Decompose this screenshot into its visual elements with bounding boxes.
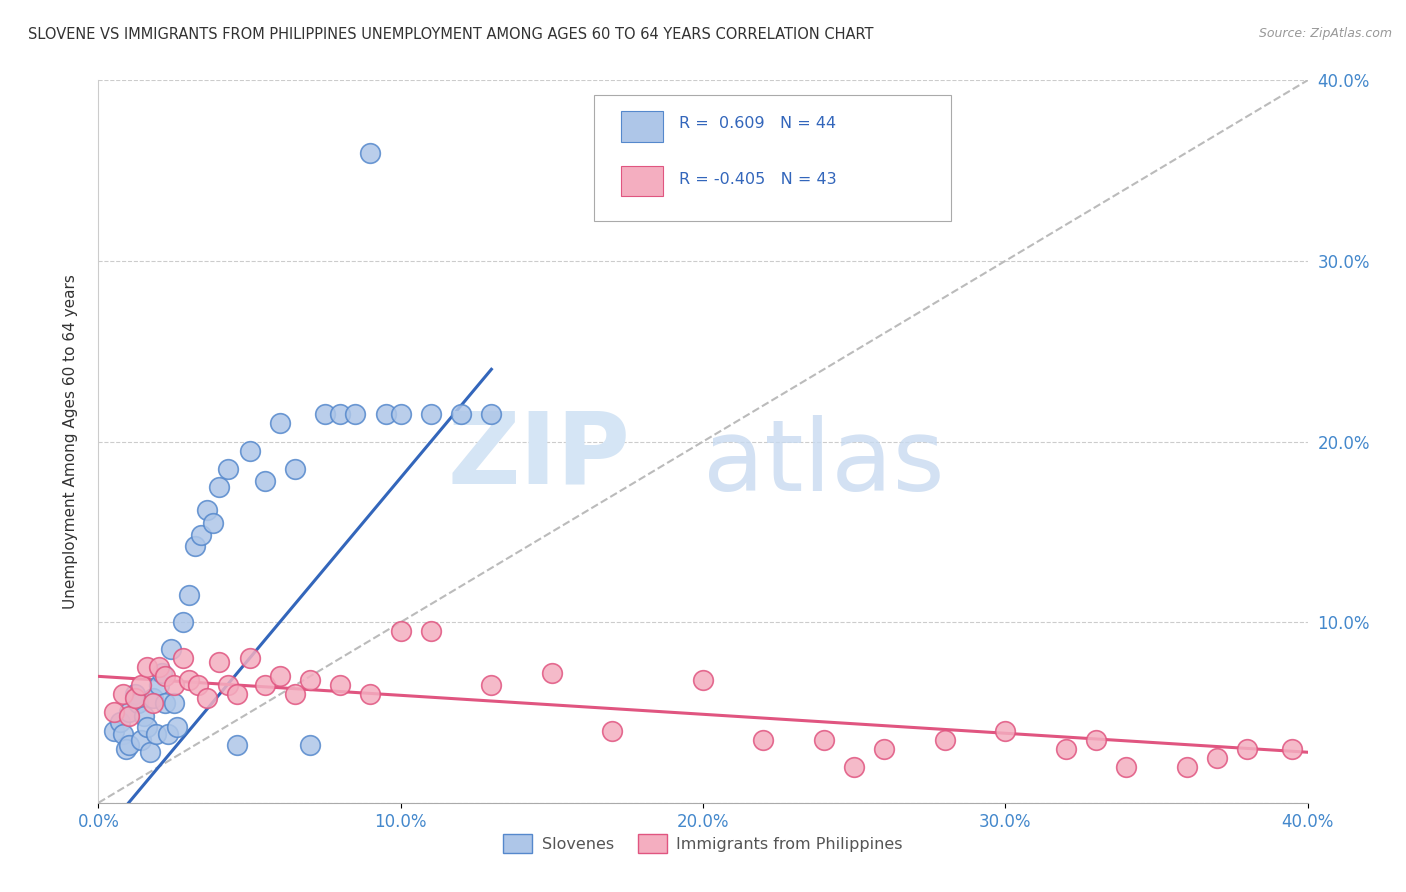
Point (253, 475, 276, 489)
Point (103, 723, 125, 738)
Point (108, 714, 131, 729)
Point (481, 408, 503, 422)
Point (299, 673, 322, 687)
Point (1115, 760, 1137, 774)
Point (145, 727, 167, 741)
Point (148, 678, 170, 692)
Legend: Slovenes, Immigrants from Philippines: Slovenes, Immigrants from Philippines (496, 828, 910, 860)
Point (103, 706, 125, 720)
Point (226, 687, 249, 701)
Point (934, 732, 956, 747)
Point (172, 615, 194, 630)
FancyBboxPatch shape (621, 112, 664, 142)
Point (1281, 741, 1303, 756)
Point (813, 732, 835, 747)
FancyBboxPatch shape (621, 166, 664, 196)
Point (148, 660, 170, 674)
Text: R = -0.405   N = 43: R = -0.405 N = 43 (679, 172, 837, 186)
Point (1206, 750, 1229, 764)
Point (269, 669, 291, 683)
Point (360, 687, 382, 701)
Point (217, 678, 239, 692)
Point (153, 669, 176, 683)
Point (172, 651, 194, 665)
Point (202, 516, 225, 530)
Point (118, 738, 141, 752)
Point (389, 408, 412, 422)
Point (752, 732, 775, 747)
Point (1175, 760, 1198, 774)
Point (239, 443, 262, 458)
Point (344, 408, 367, 422)
Point (994, 723, 1017, 738)
Point (139, 745, 162, 759)
Point (374, 408, 396, 422)
FancyBboxPatch shape (595, 95, 950, 221)
Point (1236, 741, 1258, 756)
Point (208, 655, 231, 669)
Point (420, 624, 443, 639)
Point (124, 691, 146, 706)
Point (692, 673, 714, 687)
Point (389, 624, 412, 639)
Point (132, 709, 155, 723)
Text: atlas: atlas (703, 415, 945, 512)
Point (190, 528, 212, 542)
Point (329, 408, 352, 422)
Point (314, 408, 336, 422)
Point (195, 691, 218, 706)
Point (163, 697, 186, 711)
Point (111, 687, 134, 701)
Point (602, 723, 624, 738)
Point (208, 480, 231, 494)
Point (844, 760, 866, 774)
Text: Source: ZipAtlas.com: Source: ZipAtlas.com (1258, 27, 1392, 40)
Point (269, 417, 291, 431)
Y-axis label: Unemployment Among Ages 60 to 64 years: Unemployment Among Ages 60 to 64 years (63, 274, 77, 609)
Point (481, 678, 503, 692)
Point (179, 588, 201, 602)
Point (360, 145, 382, 160)
Point (284, 461, 307, 475)
Point (163, 678, 186, 692)
Point (135, 720, 157, 734)
Point (118, 706, 141, 720)
Point (450, 408, 472, 422)
Point (135, 660, 157, 674)
Point (129, 732, 152, 747)
Point (150, 665, 173, 680)
Point (129, 678, 152, 692)
Point (118, 709, 141, 723)
Point (114, 741, 136, 756)
Point (540, 665, 562, 680)
Point (299, 738, 322, 752)
Point (329, 678, 352, 692)
Point (284, 687, 307, 701)
Point (1054, 741, 1077, 756)
Point (153, 697, 176, 711)
Point (142, 697, 165, 711)
Point (226, 738, 249, 752)
Point (239, 651, 262, 665)
Point (111, 727, 134, 741)
Point (156, 727, 179, 741)
Point (187, 678, 209, 692)
Point (1085, 732, 1108, 747)
Text: ZIP: ZIP (447, 408, 630, 505)
Point (195, 503, 218, 517)
Point (420, 408, 443, 422)
Point (184, 539, 207, 553)
Point (873, 741, 896, 756)
Point (160, 642, 183, 657)
Point (217, 461, 239, 475)
Point (179, 673, 201, 687)
Point (253, 678, 276, 692)
Text: R =  0.609   N = 44: R = 0.609 N = 44 (679, 116, 837, 131)
Point (124, 687, 146, 701)
Point (166, 720, 188, 734)
Text: SLOVENE VS IMMIGRANTS FROM PHILIPPINES UNEMPLOYMENT AMONG AGES 60 TO 64 YEARS CO: SLOVENE VS IMMIGRANTS FROM PHILIPPINES U… (28, 27, 873, 42)
Point (142, 691, 165, 706)
Point (127, 697, 149, 711)
